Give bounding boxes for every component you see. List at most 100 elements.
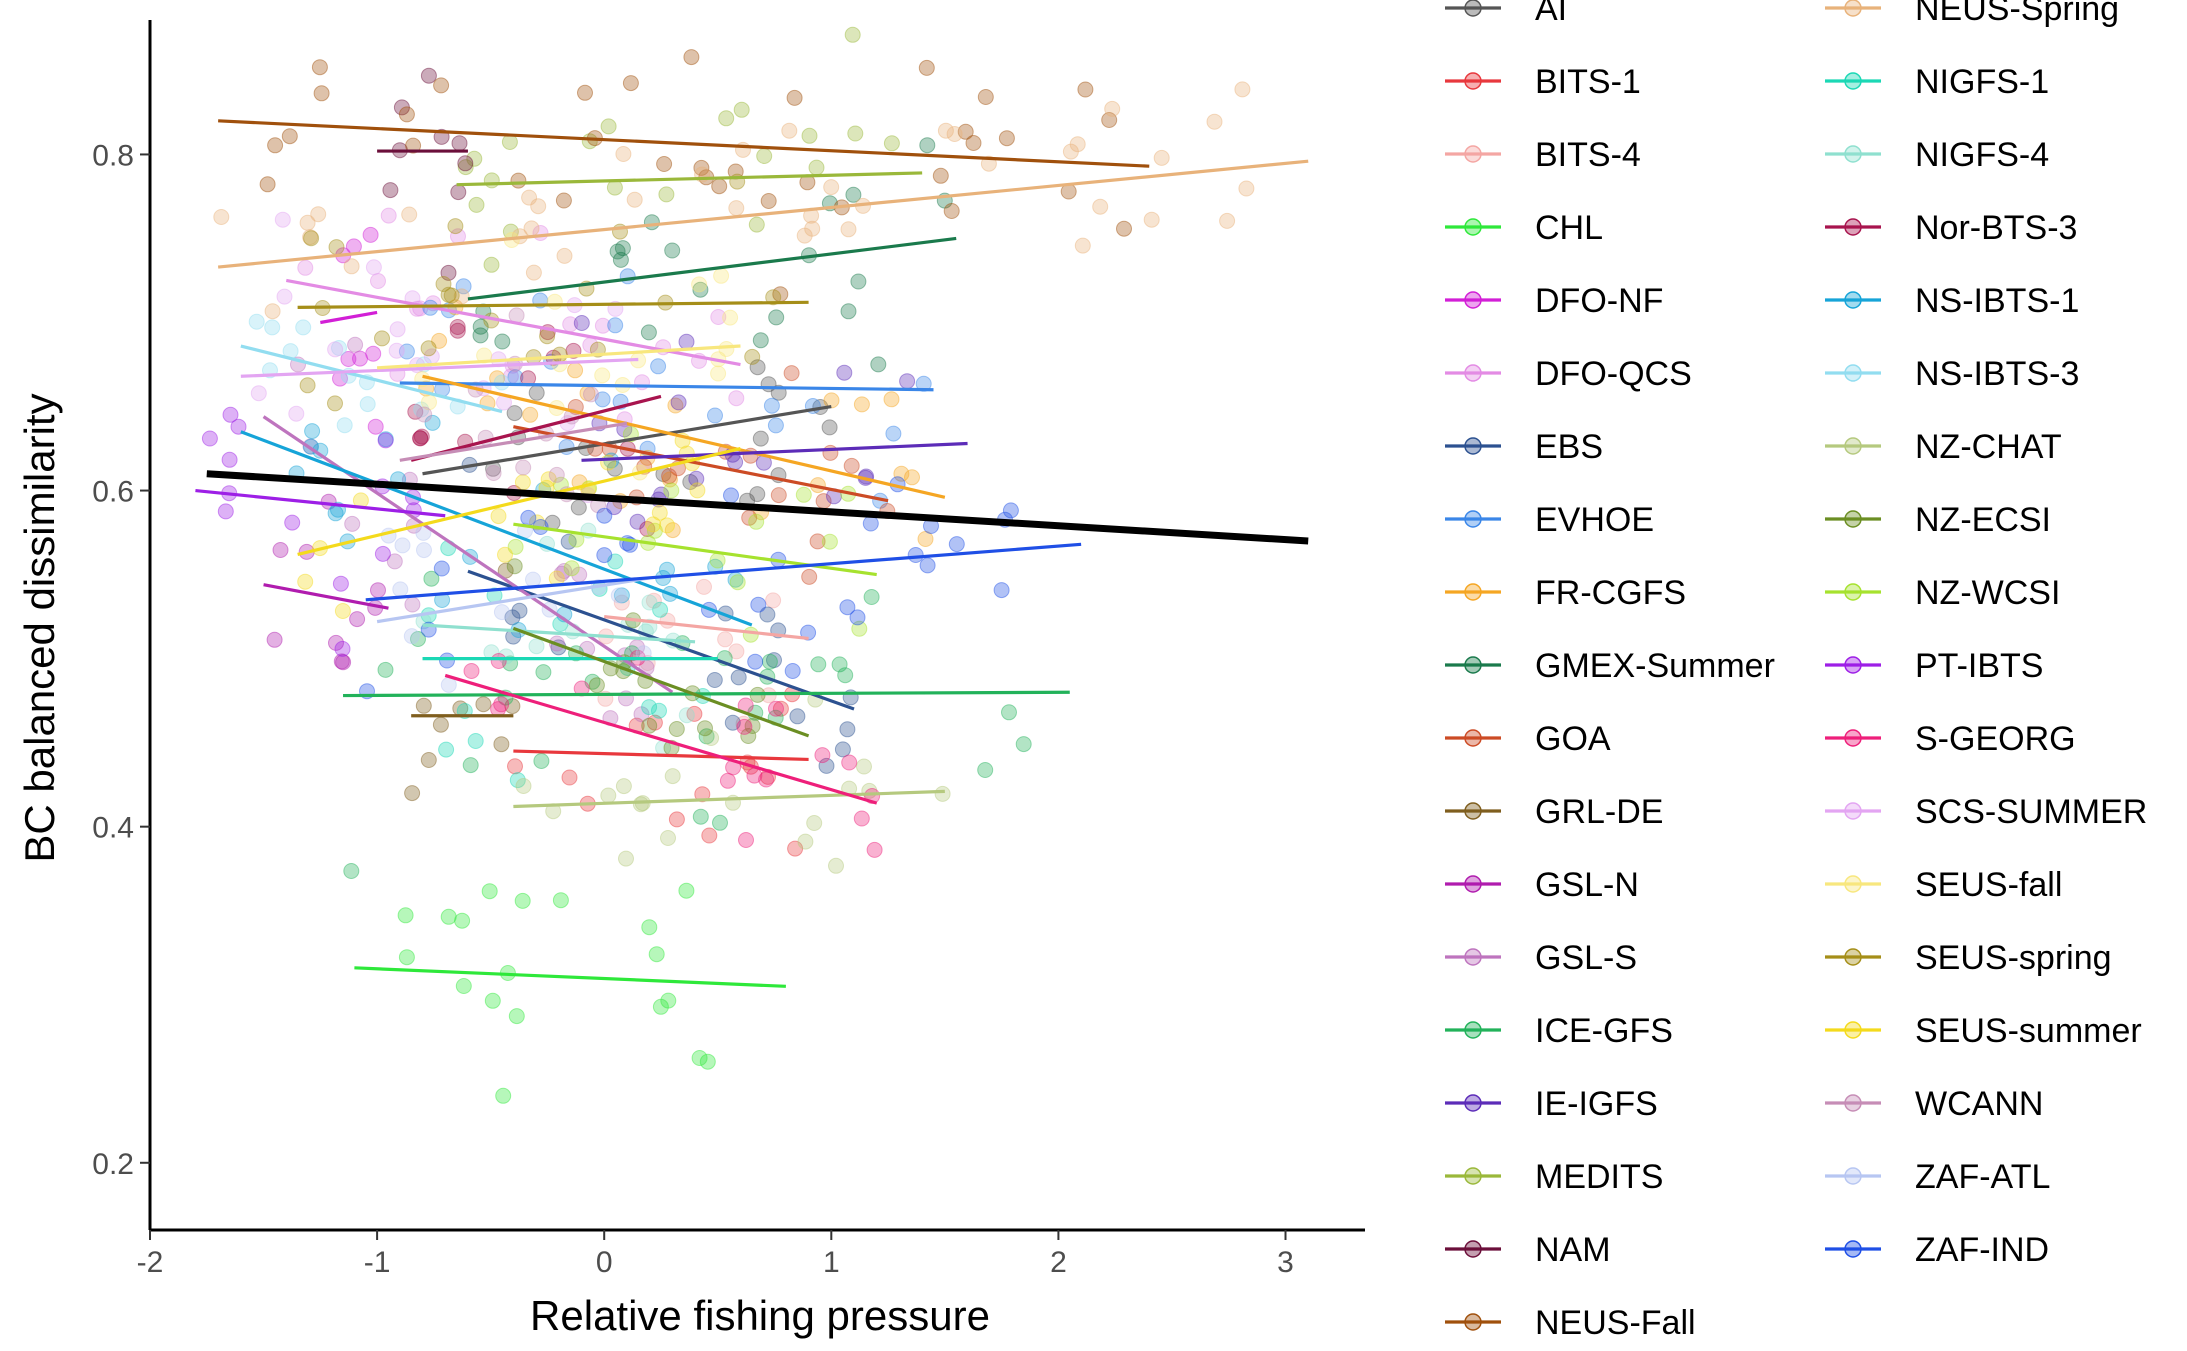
legend-key-point <box>1844 510 1862 528</box>
data-point <box>506 405 523 422</box>
legend-key-point <box>1464 802 1482 820</box>
data-point <box>335 654 352 671</box>
data-point <box>907 547 924 563</box>
data-point <box>433 77 450 94</box>
legend-key-point <box>1844 729 1862 747</box>
data-point <box>839 721 856 738</box>
data-point <box>744 348 761 365</box>
data-point <box>977 89 994 105</box>
data-point <box>853 396 870 413</box>
data-point <box>883 135 900 152</box>
data-point <box>756 148 773 164</box>
data-point <box>380 207 397 224</box>
data-point <box>370 273 386 289</box>
legend-label: NEUS-Spring <box>1915 0 2119 28</box>
data-point <box>311 59 328 76</box>
trend-line-ZAF-IND <box>365 542 1082 602</box>
data-point <box>520 509 537 526</box>
data-point <box>614 240 631 257</box>
data-point <box>797 833 814 850</box>
data-point <box>618 850 634 867</box>
data-point <box>965 135 982 151</box>
data-point <box>332 575 349 592</box>
data-point <box>493 604 510 621</box>
data-point <box>640 324 657 341</box>
data-point <box>201 430 218 447</box>
legend-item: NS-IBTS-3 <box>1825 355 2079 393</box>
legend-label: BITS-1 <box>1535 63 1641 101</box>
data-point <box>1238 180 1255 197</box>
legend-label: S-GEORG <box>1915 720 2076 758</box>
data-point <box>468 196 485 213</box>
data-point <box>548 466 565 483</box>
data-point <box>1219 212 1236 229</box>
data-point <box>340 351 357 367</box>
legend-label: SEUS-spring <box>1915 939 2112 977</box>
data-point <box>706 672 723 688</box>
data-point <box>719 772 736 789</box>
data-point <box>711 178 728 195</box>
legend-label: ICE-GFS <box>1535 1012 1673 1050</box>
data-point <box>670 394 687 411</box>
data-point <box>328 239 345 256</box>
legend-label: EVHOE <box>1535 501 1654 539</box>
trend-line-SEUS-spring <box>297 300 809 309</box>
data-point <box>770 487 787 504</box>
data-point <box>814 747 831 764</box>
data-point <box>667 397 684 414</box>
y-tick-label: 0.4 <box>92 812 134 845</box>
data-point <box>800 624 817 641</box>
legend-key-point <box>1844 291 1862 309</box>
data-point <box>424 414 441 431</box>
data-point <box>919 137 936 154</box>
data-point <box>1234 81 1251 98</box>
data-point <box>423 570 440 587</box>
data-point <box>646 714 663 731</box>
data-point <box>659 517 675 534</box>
data-point <box>632 796 649 813</box>
legend-key-point <box>1464 583 1482 601</box>
data-point <box>643 214 660 231</box>
data-point <box>1001 704 1017 721</box>
data-point <box>490 653 507 669</box>
data-point <box>455 278 472 295</box>
data-point <box>299 214 316 231</box>
legend-label: BITS-4 <box>1535 136 1641 174</box>
data-point <box>377 432 394 449</box>
data-point <box>668 721 685 737</box>
overall-trend-line <box>206 470 1309 545</box>
data-point <box>641 594 658 611</box>
data-point <box>334 640 351 657</box>
legend-item: WCANN <box>1825 1085 2043 1123</box>
data-point <box>801 568 818 585</box>
data-point <box>821 419 838 436</box>
legend-key-point <box>1844 0 1862 17</box>
legend-label: NZ-CHAT <box>1915 428 2062 466</box>
trend-line-BITS-4 <box>604 615 809 641</box>
data-point <box>556 247 573 264</box>
data-point <box>352 350 368 367</box>
data-point <box>765 592 782 609</box>
data-point <box>837 667 854 684</box>
data-point <box>724 714 741 731</box>
data-point <box>525 264 542 281</box>
data-point <box>343 863 360 879</box>
legend-item: ZAF-IND <box>1825 1231 2049 1269</box>
data-point <box>447 218 464 235</box>
legend-label: WCANN <box>1915 1085 2043 1123</box>
trend-line-GMEX-Summer <box>467 236 957 301</box>
data-point <box>648 946 665 963</box>
data-point <box>493 736 510 753</box>
data-point <box>768 700 784 717</box>
legend-item: GRL-DE <box>1445 793 1663 831</box>
data-point <box>749 359 766 376</box>
legend-key-point <box>1464 875 1482 893</box>
data-point <box>613 587 630 604</box>
data-point <box>594 317 611 334</box>
legend-key-point <box>1464 72 1482 90</box>
legend-item: ZAF-ATL <box>1825 1158 2050 1196</box>
trend-line-EVHOE <box>399 381 934 392</box>
data-point <box>552 892 569 909</box>
data-point <box>439 652 455 669</box>
